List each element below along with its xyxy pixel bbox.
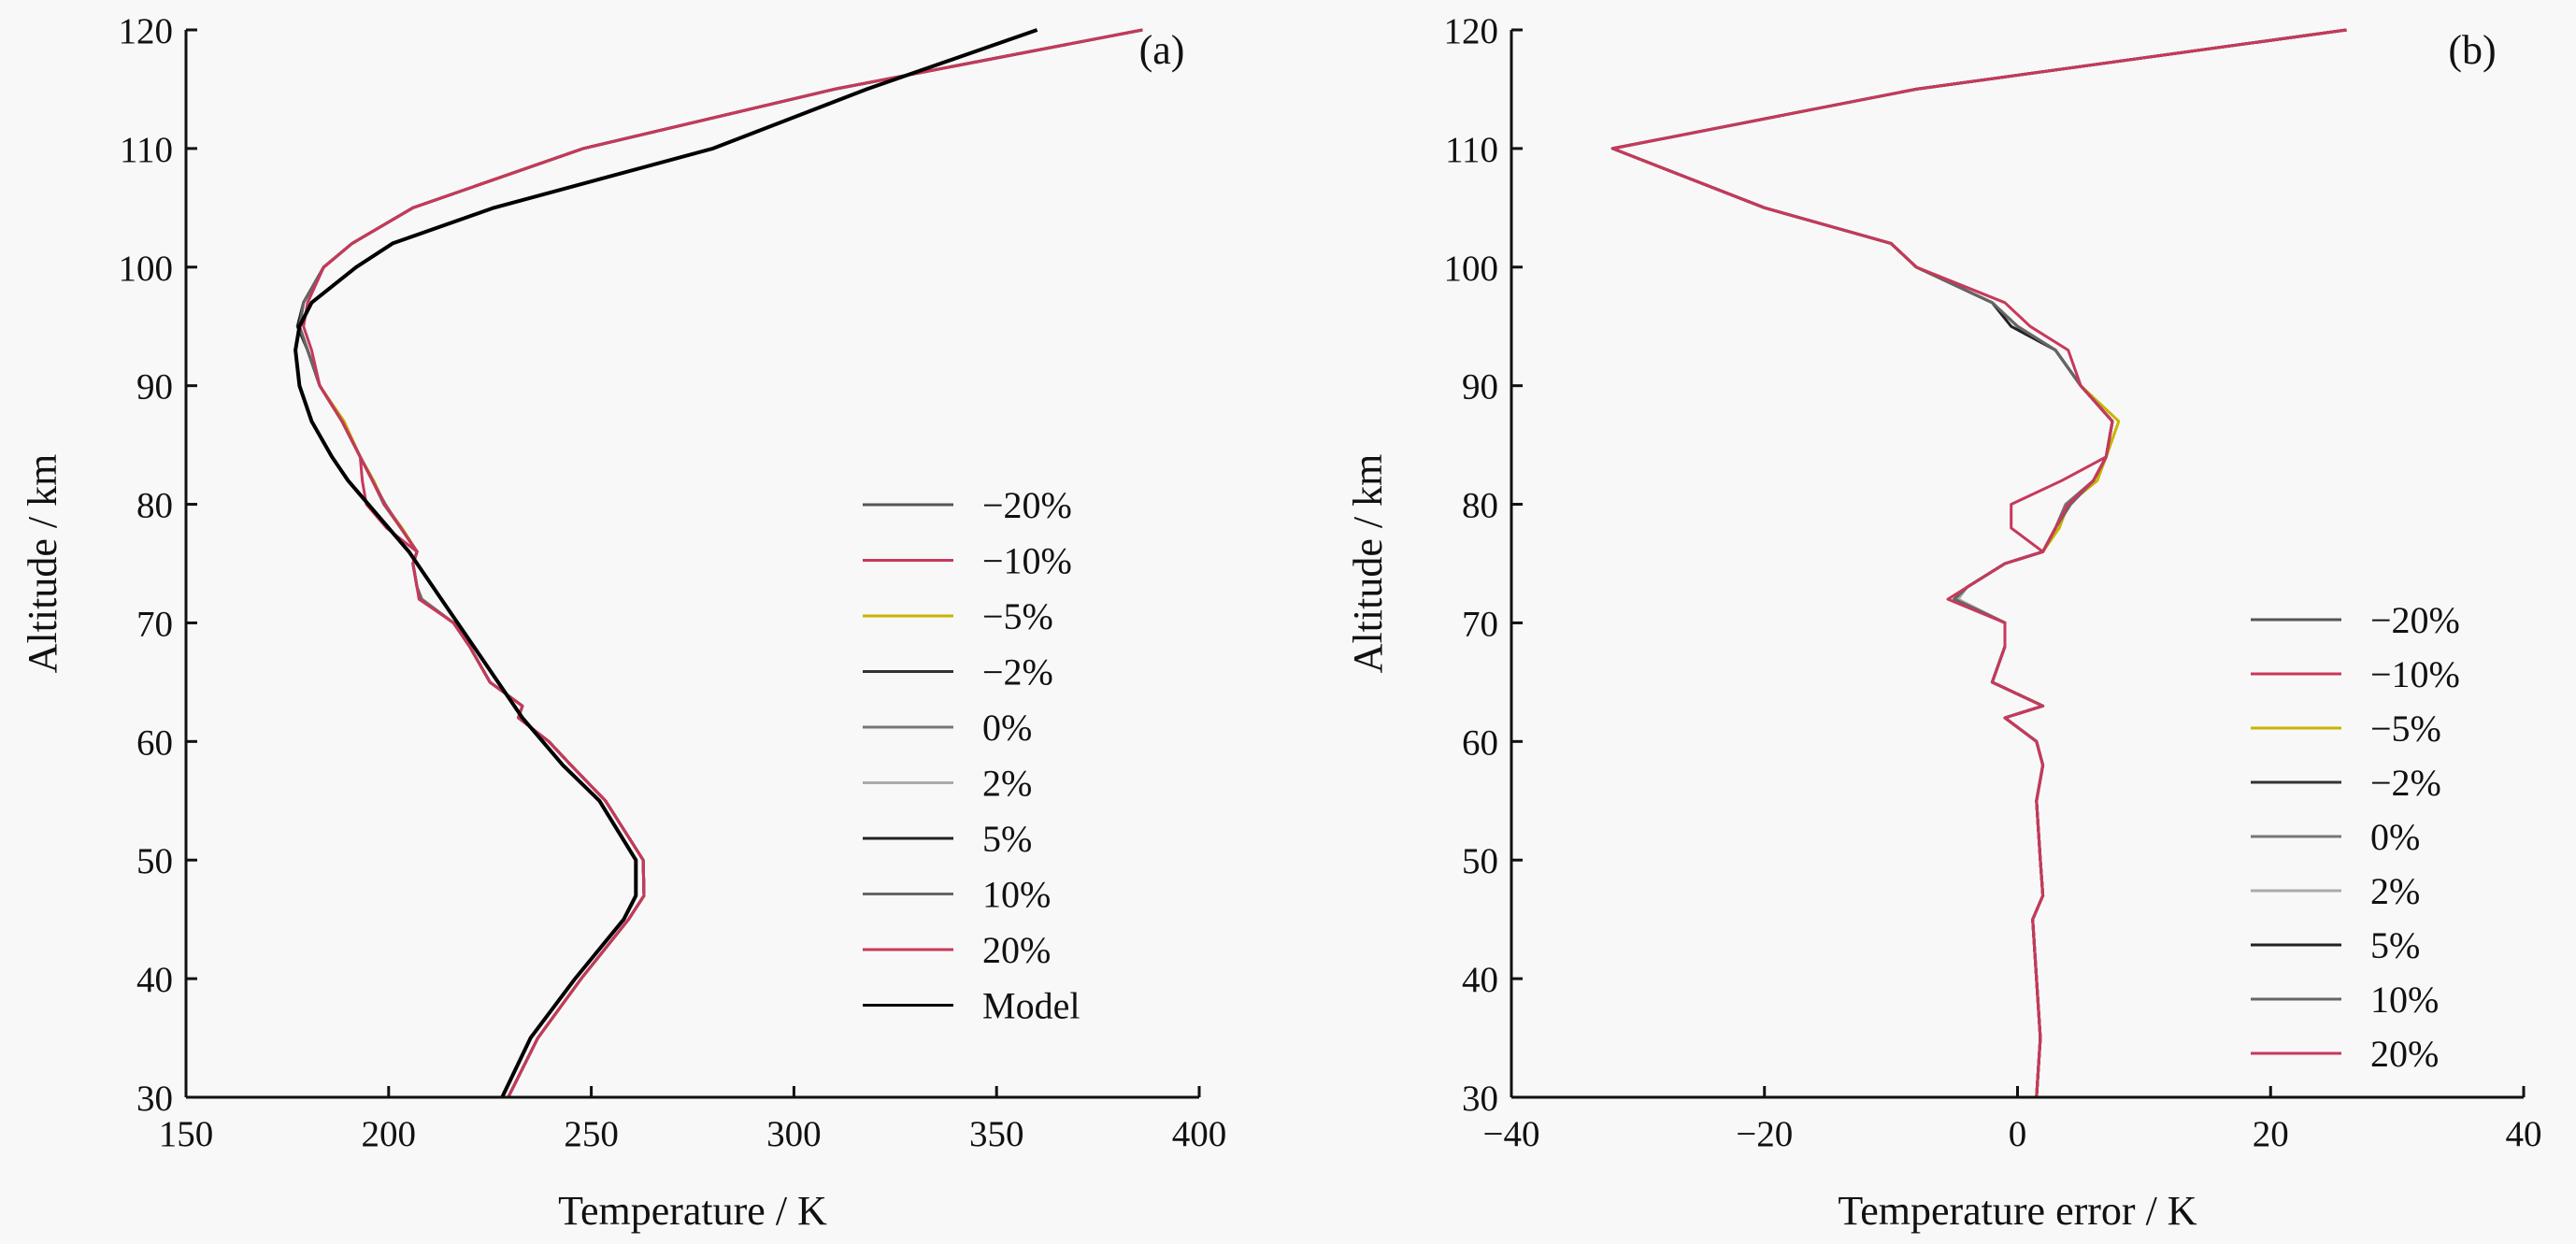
- y-tick-label: 40: [136, 960, 173, 1000]
- legend-item: Model: [863, 985, 1080, 1027]
- legend-item: −20%: [2251, 599, 2460, 641]
- y-tick-label: 50: [1462, 841, 1498, 881]
- legend-item: −2%: [2251, 762, 2441, 804]
- series-line-208: [302, 28, 1143, 1098]
- y-tick-label: 40: [1462, 960, 1498, 1000]
- x-axis-title: Temperature / K: [558, 1188, 827, 1234]
- legend-item: −10%: [863, 540, 1072, 582]
- legend-label: 0%: [982, 707, 1032, 749]
- legend-item: 0%: [863, 707, 1032, 749]
- x-tick-label: −20: [1736, 1114, 1793, 1154]
- y-tick-label: 100: [1444, 249, 1499, 289]
- legend-item: −2%: [863, 651, 1053, 693]
- legend-label: 0%: [2370, 816, 2420, 858]
- y-tick-label: 70: [136, 604, 173, 644]
- legend-item: 10%: [863, 874, 1051, 916]
- legend-label: −2%: [982, 651, 1053, 693]
- panel-label: (a): [1139, 27, 1185, 73]
- y-tick-label: 70: [1462, 604, 1498, 644]
- y-axis-title: Altitude / km: [1345, 454, 1391, 674]
- series-line-Model9: [293, 28, 1038, 1098]
- y-tick-label: 120: [1444, 11, 1499, 51]
- x-tick-label: 250: [564, 1114, 619, 1154]
- legend-item: 5%: [863, 818, 1032, 860]
- legend-label: Model: [982, 985, 1080, 1027]
- y-tick-label: 50: [136, 841, 173, 881]
- legend-item: −5%: [863, 595, 1053, 637]
- legend-label: 20%: [2370, 1033, 2439, 1075]
- legend-label: −5%: [2370, 708, 2441, 750]
- legend-item: 10%: [2251, 979, 2439, 1021]
- y-tick-label: 30: [1462, 1079, 1498, 1119]
- x-tick-label: 150: [159, 1114, 214, 1154]
- y-tick-label: 80: [1462, 486, 1498, 526]
- legend-item: −20%: [863, 484, 1072, 526]
- legend-label: 5%: [982, 818, 1032, 860]
- y-tick-label: 80: [136, 486, 173, 526]
- legend-label: 20%: [982, 929, 1051, 971]
- legend-label: 10%: [2370, 979, 2439, 1021]
- panel-b: −40 −20 0 20 40 30 40 50 60 70 80 90 100 110 120 Temper…: [1345, 11, 2542, 1234]
- y-tick-label: 60: [1462, 722, 1498, 763]
- y-tick-label: 110: [1445, 130, 1498, 170]
- series-line-208: [1610, 28, 2347, 1098]
- legend-item: 2%: [863, 763, 1032, 805]
- y-tick-label: 120: [119, 11, 174, 51]
- legend-item: 5%: [2251, 924, 2420, 966]
- x-tick-label: 0: [2009, 1114, 2027, 1154]
- legend-item: 2%: [2251, 870, 2420, 912]
- legend: −20% −10% −5% −2% 0% 2% 5% 10% 20%: [2251, 599, 2460, 1075]
- y-tick-label: 90: [136, 367, 173, 408]
- y-tick-label: 30: [136, 1079, 173, 1119]
- y-axis-title: Altitude / km: [20, 454, 65, 674]
- y-tick-label: 100: [119, 249, 174, 289]
- legend-label: −20%: [2370, 599, 2460, 641]
- legend-label: 2%: [2370, 870, 2420, 912]
- y-tick-label: 90: [1462, 367, 1498, 408]
- x-tick-label: 350: [969, 1114, 1024, 1154]
- legend-label: 2%: [982, 763, 1032, 805]
- panel-label: (b): [2448, 27, 2496, 73]
- legend: −20% −10% −5% −2% 0% 2% 5% 10% 20% Model: [863, 484, 1080, 1027]
- panel-a: 150 200 250 300 350 400 30 40 50 60 70 80 90 100 110 12…: [20, 11, 1226, 1234]
- x-tick-label: 200: [362, 1114, 417, 1154]
- legend-label: −10%: [2370, 653, 2460, 695]
- legend-label: −20%: [982, 484, 1072, 526]
- x-tick-label: 20: [2253, 1114, 2289, 1154]
- legend-item: −10%: [2251, 653, 2460, 695]
- y-tick-label: 60: [136, 722, 173, 763]
- x-tick-label: −40: [1483, 1114, 1540, 1154]
- legend-label: −2%: [2370, 762, 2441, 804]
- y-tick-label: 110: [120, 130, 173, 170]
- legend-item: 0%: [2251, 816, 2420, 858]
- x-tick-label: 300: [766, 1114, 822, 1154]
- legend-item: 20%: [2251, 1033, 2439, 1075]
- x-tick-label: 40: [2506, 1114, 2542, 1154]
- legend-label: 5%: [2370, 924, 2420, 966]
- legend-label: 10%: [982, 874, 1051, 916]
- legend-label: −10%: [982, 540, 1072, 582]
- legend-label: −5%: [982, 595, 1053, 637]
- x-axis-title: Temperature error / K: [1838, 1188, 2197, 1234]
- legend-item: −5%: [2251, 708, 2441, 750]
- legend-item: 20%: [863, 929, 1051, 971]
- x-tick-label: 400: [1172, 1114, 1227, 1154]
